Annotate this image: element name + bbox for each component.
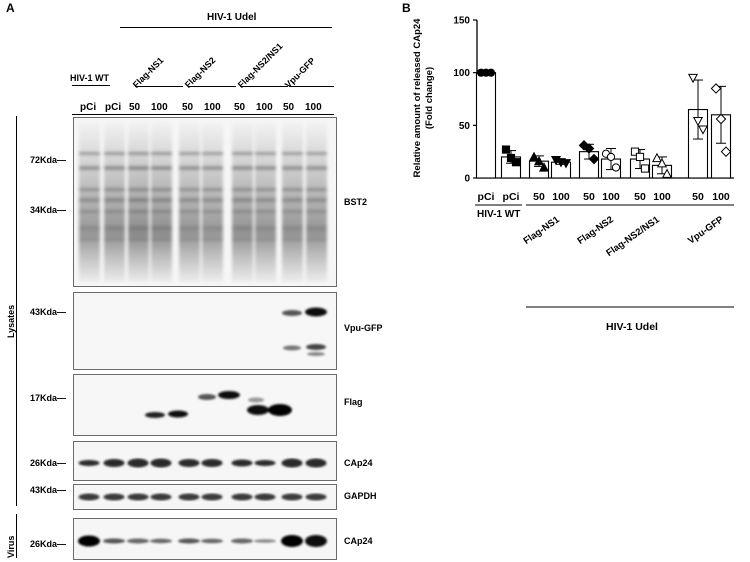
lane-label: 50 xyxy=(182,102,194,113)
blot-label-vpu-gfp: Vpu-GFP xyxy=(344,323,383,333)
data-point xyxy=(697,125,709,135)
data-point xyxy=(486,68,496,77)
lane-label: 50 xyxy=(129,102,141,113)
blot-vpu-gfp xyxy=(73,292,337,370)
construct-line-flag-ns1 xyxy=(135,86,183,87)
blot-gapdh-image xyxy=(74,485,336,509)
blot-cap24-virus xyxy=(73,518,337,560)
data-point xyxy=(583,143,595,154)
y-tick-label: 0 xyxy=(464,174,470,185)
virus-bracket xyxy=(16,514,17,558)
blot-cap24-virus-image xyxy=(74,519,336,559)
lysates-bracket xyxy=(16,116,17,506)
data-point xyxy=(651,152,663,163)
group-label-construct: Flag-NS1 xyxy=(522,214,563,247)
data-point xyxy=(528,151,540,162)
x-tick-label: 50 xyxy=(583,191,595,203)
construct-label-flag-ns2-ns1: Flag-NS2/NS1 xyxy=(235,41,285,90)
group-label-construct: Flag-NS2 xyxy=(576,214,616,247)
data-point xyxy=(611,163,621,172)
blot-gapdh xyxy=(73,484,337,510)
blot-label-gapdh: GAPDH xyxy=(344,491,377,501)
data-point xyxy=(640,164,650,173)
blot-vpu-gfp-image xyxy=(74,293,336,369)
bottom-group-label: HIV-1 Udel xyxy=(606,321,658,333)
lane-label: 100 xyxy=(151,102,168,113)
blot-bst2-image xyxy=(74,118,336,286)
y-tick-label: 50 xyxy=(459,121,471,132)
marker-43kda-vpu: 43Kda— xyxy=(30,307,67,317)
data-point xyxy=(687,73,699,84)
x-tick-label: 100 xyxy=(602,191,620,203)
bar xyxy=(475,72,497,179)
y-tick-label: 100 xyxy=(453,68,470,79)
data-point xyxy=(501,145,511,154)
marker-72kda: 72Kda— xyxy=(30,155,67,165)
hiv-wt-label: HIV-1 WT xyxy=(70,73,110,83)
panel-letter-a: A xyxy=(6,1,15,15)
group-label-wt: HIV-1 WT xyxy=(477,209,520,220)
data-point xyxy=(656,157,668,168)
blot-label-cap24-virus: CAp24 xyxy=(344,536,373,546)
y-tick-label: 150 xyxy=(453,16,470,27)
marker-26kda-lysate: 26Kda— xyxy=(30,458,67,468)
blot-cap24-lysate xyxy=(73,441,337,481)
hiv-wt-line xyxy=(72,85,110,86)
x-tick-label: 50 xyxy=(634,191,646,203)
marker-43kda-gapdh: 43Kda— xyxy=(30,485,67,495)
data-point xyxy=(715,113,727,125)
data-point xyxy=(538,162,550,172)
blot-flag-image xyxy=(74,375,336,435)
data-point xyxy=(606,152,616,162)
lane-label: 100 xyxy=(204,102,221,113)
data-point xyxy=(511,158,521,167)
data-point xyxy=(710,83,722,94)
marker-17kda: 17Kda— xyxy=(30,393,67,403)
data-point xyxy=(720,146,732,157)
y-axis-label: Relative amount of released CAp24(Fold c… xyxy=(412,18,435,178)
x-tick-label: 100 xyxy=(653,191,671,203)
marker-34kda: 34Kda— xyxy=(30,205,67,215)
virus-label: Virus xyxy=(6,535,16,558)
construct-line-vpu-gfp xyxy=(289,86,334,87)
blot-label-flag: Flag xyxy=(344,397,363,407)
data-point xyxy=(630,147,640,156)
lane-label: 50 xyxy=(283,102,295,113)
marker-26kda-virus: 26Kda— xyxy=(30,539,67,549)
blot-label-cap24-lysate: CAp24 xyxy=(344,458,373,468)
construct-line-flag-ns2-ns1 xyxy=(240,86,288,87)
data-point xyxy=(560,159,572,169)
blot-flag xyxy=(73,374,337,436)
data-point xyxy=(661,168,673,178)
data-point xyxy=(635,152,645,162)
blot-label-bst2: BST2 xyxy=(344,197,368,207)
lane-label: 100 xyxy=(305,102,322,113)
lane-label: pCi xyxy=(80,102,97,113)
lane-label: pCi xyxy=(105,102,122,113)
x-tick-label: pCi xyxy=(503,191,520,203)
hiv-udel-group-label: HIV-1 Udel xyxy=(207,12,257,23)
x-tick-label: 100 xyxy=(712,191,730,203)
blot-cap24-lysate-image xyxy=(74,442,336,480)
data-point xyxy=(533,155,545,166)
bar-chart: 0 50 100 150 Relative amount of released CAp… xyxy=(412,16,734,333)
x-tick-label: 50 xyxy=(692,191,704,203)
x-tick-label: pCi xyxy=(478,191,495,203)
data-point xyxy=(588,153,600,165)
lane-label: 50 xyxy=(234,102,246,113)
construct-line-flag-ns2 xyxy=(188,86,236,87)
lane-label: 100 xyxy=(256,102,273,113)
x-tick-label: 50 xyxy=(533,191,545,203)
blot-bst2 xyxy=(73,117,337,287)
data-point xyxy=(692,117,704,127)
data-point xyxy=(506,153,516,163)
lysates-label: Lysates xyxy=(6,304,16,338)
hiv-udel-group-line xyxy=(120,27,332,28)
group-label-construct: Vpu-GFP xyxy=(686,214,726,247)
lane-labels-rule xyxy=(72,114,334,115)
panel-letter-b: B xyxy=(402,1,411,15)
x-tick-label: 100 xyxy=(552,191,570,203)
